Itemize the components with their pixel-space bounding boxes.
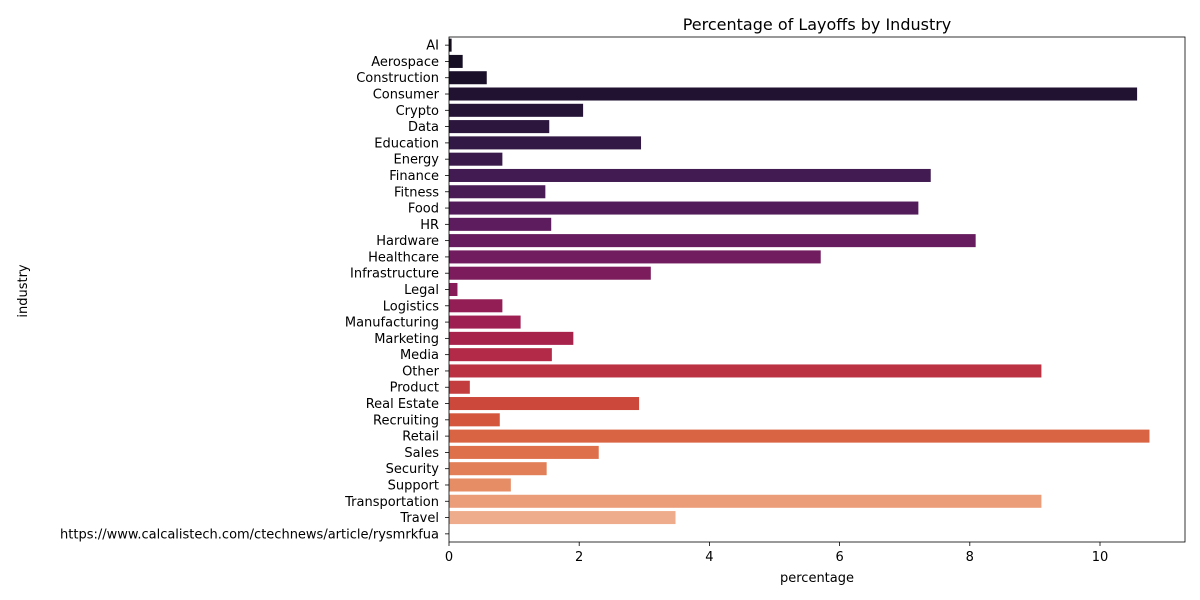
y-tick-label: Other (402, 364, 440, 379)
axes-frame (448, 36, 1186, 543)
y-tick-label: Product (390, 381, 439, 396)
y-tick-label: Sales (404, 446, 439, 461)
bar-5 (449, 120, 550, 134)
bar-12 (449, 234, 976, 248)
y-tick-label: Healthcare (368, 250, 439, 265)
y-tick-label: Transportation (344, 495, 439, 510)
y-tick-label: Legal (404, 283, 439, 298)
plot-frame (448, 36, 1186, 543)
y-tick-label: AI (426, 39, 439, 54)
bar-1 (449, 54, 463, 68)
y-tick-label: Infrastructure (350, 267, 439, 282)
bar-27 (449, 478, 511, 492)
y-tick-label: Manufacturing (345, 316, 439, 331)
bar-29 (449, 511, 676, 525)
bar-20 (449, 364, 1042, 378)
y-tick-label: Support (388, 478, 439, 493)
bar-3 (449, 87, 1138, 101)
bar-17 (449, 315, 521, 329)
y-tick-label: Media (400, 348, 439, 363)
bar-7 (449, 152, 503, 166)
y-axis-title: industry (16, 264, 31, 318)
bar-6 (449, 136, 642, 150)
y-tick-label: Education (374, 136, 439, 151)
bar-10 (449, 201, 919, 215)
x-tick-label: 6 (835, 550, 843, 565)
y-tick-label: Security (386, 462, 440, 477)
x-tick-label: 10 (1092, 550, 1109, 565)
y-tick-label: Travel (399, 511, 439, 526)
x-tick-label: 4 (705, 550, 713, 565)
y-tick-label: Hardware (376, 234, 439, 249)
bar-19 (449, 348, 552, 362)
y-tick-label: Fitness (394, 185, 439, 200)
bar-28 (449, 494, 1042, 508)
bar-14 (449, 266, 651, 280)
y-tick-label: Real Estate (366, 397, 439, 412)
x-tick-label: 2 (575, 550, 583, 565)
bar-2 (449, 71, 487, 85)
x-axis: 0 2 4 6 8 10 (445, 542, 1108, 565)
bar-4 (449, 103, 584, 117)
x-tick-label: 8 (966, 550, 974, 565)
y-tick-label: Energy (393, 153, 439, 168)
bar-11 (449, 217, 552, 231)
y-tick-label: Recruiting (373, 413, 439, 428)
y-tick-label: Crypto (396, 104, 439, 119)
bar-21 (449, 380, 470, 394)
y-tick-label: HR (420, 218, 439, 233)
bar-26 (449, 462, 547, 476)
bar-16 (449, 299, 503, 313)
bar-25 (449, 445, 599, 459)
chart-title: Percentage of Layoffs by Industry (683, 15, 952, 34)
bar-0 (449, 38, 452, 52)
y-tick-label: Retail (402, 430, 439, 445)
y-tick-label: Data (408, 120, 439, 135)
y-tick-label: Food (408, 202, 439, 217)
bar-23 (449, 413, 500, 427)
bar-8 (449, 168, 931, 182)
bars-group (449, 38, 1150, 525)
y-tick-label: https://www.calcalistech.com/ctechnews/a… (60, 527, 439, 542)
bar-15 (449, 282, 458, 297)
bar-18 (449, 331, 574, 345)
y-tick-label: Construction (356, 71, 439, 86)
bar-24 (449, 429, 1150, 443)
x-axis-title: percentage (780, 571, 854, 586)
y-tick-label: Logistics (383, 299, 439, 314)
bar-13 (449, 250, 821, 264)
y-tick-label: Marketing (374, 332, 439, 347)
y-tick-label: Finance (389, 169, 439, 184)
bar-9 (449, 185, 546, 199)
y-tick-label: Consumer (373, 88, 440, 103)
x-tick-label: 0 (445, 550, 453, 565)
y-tick-label: Aerospace (371, 55, 439, 70)
bar-22 (449, 397, 640, 411)
